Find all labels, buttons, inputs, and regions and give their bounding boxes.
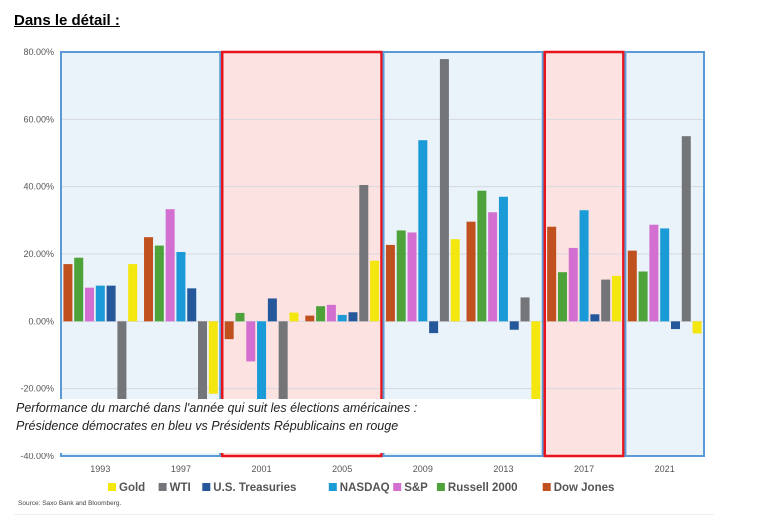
x-tick-label: 1993 [90, 464, 110, 474]
bar-nasdaq-1993 [95, 285, 105, 322]
legend-swatch [328, 483, 337, 491]
bar-u-s-treasuries-2013 [509, 321, 519, 330]
x-tick-label: 2005 [332, 464, 352, 474]
bar-wti-2021 [681, 136, 691, 322]
y-tick-label: -20.00% [20, 384, 54, 394]
bar-s-p-2009 [407, 232, 417, 322]
bar-gold-1993 [128, 264, 138, 322]
bar-s-p-2005 [326, 304, 336, 322]
bar-russell-2000-2021 [638, 271, 648, 322]
legend-swatch [202, 483, 211, 491]
legend-swatch [393, 483, 402, 491]
x-tick-label: 2021 [655, 464, 675, 474]
legend-label: NASDAQ [340, 482, 390, 494]
legend-label: S&P [404, 482, 428, 494]
bar-russell-2000-2009 [396, 230, 406, 322]
bar-nasdaq-2005 [337, 314, 347, 322]
x-tick-label: 2017 [574, 464, 594, 474]
republican-frame [221, 50, 383, 458]
y-tick-label: 0.00% [28, 316, 54, 326]
bar-russell-2000-2001 [235, 312, 245, 322]
bar-nasdaq-2017 [579, 210, 589, 322]
y-tick-label: 40.00% [23, 182, 54, 192]
legend-label: WTI [170, 482, 191, 494]
legend-swatch [436, 483, 445, 491]
bar-gold-2005 [370, 260, 380, 322]
bar-s-p-2017 [568, 247, 578, 322]
bar-u-s-treasuries-2001 [267, 298, 277, 322]
bar-u-s-treasuries-2017 [590, 314, 600, 322]
republican-frame [543, 50, 625, 458]
bar-russell-2000-1997 [154, 245, 164, 322]
bar-russell-2000-1993 [74, 257, 84, 322]
bar-wti-1997 [198, 321, 208, 423]
democrat-frame [382, 51, 544, 457]
legend-label: Russell 2000 [448, 482, 518, 494]
bar-dow-jones-2017 [547, 226, 557, 322]
bar-wti-2005 [359, 184, 369, 322]
bar-wti-2017 [601, 279, 611, 322]
bar-u-s-treasuries-2005 [348, 312, 358, 322]
bar-russell-2000-2013 [477, 190, 487, 322]
bar-u-s-treasuries-2009 [429, 321, 439, 334]
page-heading: Dans le détail : [14, 12, 120, 29]
bar-dow-jones-2005 [305, 315, 315, 322]
x-tick-label: 1997 [171, 464, 191, 474]
bar-dow-jones-1993 [63, 264, 73, 322]
bar-gold-2009 [450, 239, 460, 322]
bar-dow-jones-2009 [385, 244, 395, 322]
bar-s-p-1993 [85, 287, 95, 322]
caption-box: Performance du marché dans l'année qui s… [10, 399, 540, 453]
legend-label: Gold [119, 482, 145, 494]
x-tick-label: 2013 [493, 464, 513, 474]
bar-u-s-treasuries-2021 [670, 321, 680, 330]
legend-swatch [108, 483, 116, 491]
legend-label: U.S. Treasuries [213, 482, 296, 494]
bar-wti-2001 [278, 321, 288, 409]
caption-line-1: Performance du marché dans l'année qui s… [16, 401, 418, 415]
bar-gold-2021 [692, 321, 702, 334]
bar-dow-jones-2021 [627, 250, 637, 322]
bar-u-s-treasuries-1993 [106, 285, 116, 322]
source-note: Source: Saxo Bank and Bloomberg. [18, 500, 122, 507]
y-tick-label: 20.00% [23, 249, 54, 259]
bar-dow-jones-2001 [224, 321, 234, 340]
bar-russell-2000-2017 [557, 272, 567, 322]
legend-swatch [542, 483, 551, 491]
bar-gold-2017 [611, 275, 621, 322]
caption-line-2: Présidence démocrates en bleu vs Préside… [16, 419, 399, 433]
bar-s-p-2013 [488, 212, 498, 322]
bar-wti-2013 [520, 297, 530, 322]
democrat-frame [60, 51, 222, 457]
bar-nasdaq-2009 [418, 140, 428, 322]
y-tick-label: -40.00% [20, 451, 54, 461]
bar-gold-2001 [289, 312, 299, 322]
x-tick-label: 2001 [252, 464, 272, 474]
bar-dow-jones-2013 [466, 221, 476, 322]
bar-russell-2000-2005 [316, 306, 326, 322]
legend-label: Dow Jones [554, 482, 615, 494]
bar-nasdaq-2001 [257, 321, 267, 423]
bar-nasdaq-2021 [660, 228, 670, 322]
democrat-frame [624, 51, 705, 457]
y-tick-label: 80.00% [23, 47, 54, 57]
y-tick-label: 60.00% [23, 114, 54, 124]
bar-wti-2009 [439, 59, 449, 322]
bar-nasdaq-1997 [176, 251, 186, 322]
bar-dow-jones-1997 [144, 237, 154, 322]
bar-gold-2013 [531, 321, 541, 417]
bar-u-s-treasuries-1997 [187, 288, 197, 322]
bar-s-p-1997 [165, 209, 175, 322]
bar-nasdaq-2013 [498, 196, 508, 322]
bar-s-p-2021 [649, 224, 659, 322]
x-tick-label: 2009 [413, 464, 433, 474]
bar-gold-1997 [208, 321, 218, 394]
divider [14, 514, 714, 515]
bar-wti-1993 [117, 321, 127, 423]
bar-s-p-2001 [246, 321, 256, 362]
legend-swatch [158, 483, 167, 491]
